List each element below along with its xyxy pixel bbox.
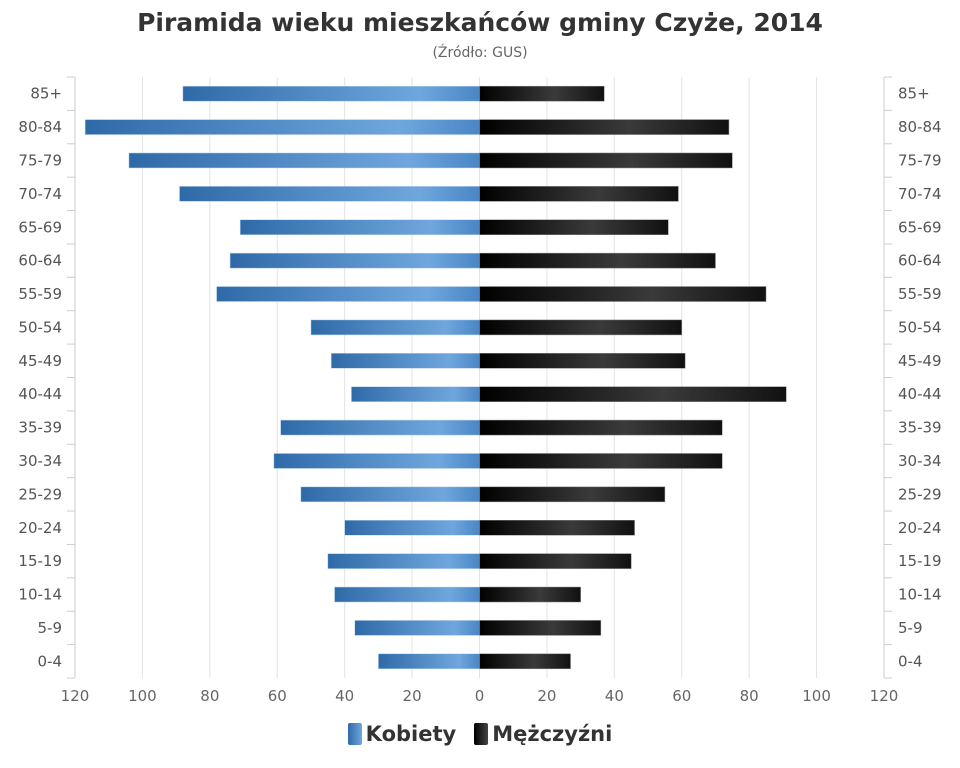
bar-kobiety xyxy=(239,219,480,235)
category-label-right: 75-79 xyxy=(898,151,942,169)
category-label-right: 55-59 xyxy=(898,285,942,303)
category-label-right: 70-74 xyxy=(898,185,942,203)
category-label-left: 15-19 xyxy=(18,552,62,570)
category-label-right: 10-14 xyxy=(898,586,942,604)
legend-label: Mężczyźni xyxy=(492,722,613,746)
x-tick-label: 20 xyxy=(403,687,422,705)
chart-title: Piramida wieku mieszkańców gminy Czyże, … xyxy=(137,8,823,37)
category-label-left: 85+ xyxy=(30,85,62,103)
category-label-right: 45-49 xyxy=(898,352,942,370)
bar-mezczyzni xyxy=(479,419,723,436)
category-label-left: 30-34 xyxy=(18,452,62,470)
bar-mezczyzni xyxy=(479,520,635,536)
x-tick-label: 100 xyxy=(802,687,831,705)
category-label-right: 25-29 xyxy=(898,485,942,503)
x-tick-label: 120 xyxy=(870,687,899,705)
legend-swatch-blue xyxy=(347,723,362,745)
category-label-left: 75-79 xyxy=(18,151,62,169)
category-label-left: 70-74 xyxy=(18,185,62,203)
bar-kobiety xyxy=(273,453,480,469)
bar-kobiety xyxy=(280,419,480,436)
x-tick-label: 0 xyxy=(475,687,485,705)
legend-label: Kobiety xyxy=(365,722,457,746)
category-label-left: 40-44 xyxy=(18,385,62,403)
category-label-left: 80-84 xyxy=(18,118,62,136)
category-label-right: 5-9 xyxy=(898,619,923,637)
bar-mezczyzni xyxy=(479,353,686,369)
bar-mezczyzni xyxy=(479,286,767,302)
bar-kobiety xyxy=(216,286,480,302)
bar-kobiety xyxy=(330,353,480,369)
x-tick-label: 80 xyxy=(200,687,219,705)
category-label-right: 35-39 xyxy=(898,419,942,437)
bar-kobiety xyxy=(351,386,480,402)
legend-swatch-black xyxy=(474,723,489,745)
legend: Kobiety Mężczyźni xyxy=(0,722,960,746)
x-tick-label: 40 xyxy=(605,687,624,705)
bar-mezczyzni xyxy=(479,586,581,603)
category-label-left: 20-24 xyxy=(18,519,62,537)
bar-kobiety xyxy=(229,252,480,269)
legend-item-mezczyzni[interactable]: Mężczyźni xyxy=(474,722,612,746)
bar-kobiety xyxy=(128,152,480,169)
category-label-right: 60-64 xyxy=(898,252,942,270)
category-label-left: 5-9 xyxy=(38,619,63,637)
bar-mezczyzni xyxy=(479,453,723,469)
bar-mezczyzni xyxy=(479,620,602,636)
bar-kobiety xyxy=(344,520,480,536)
category-label-left: 25-29 xyxy=(18,485,62,503)
category-label-left: 0-4 xyxy=(38,652,63,670)
bar-kobiety xyxy=(179,186,480,202)
bar-mezczyzni xyxy=(479,152,733,169)
x-tick-label: 60 xyxy=(268,687,287,705)
bar-mezczyzni xyxy=(479,219,669,235)
category-label-left: 55-59 xyxy=(18,285,62,303)
category-label-right: 80-84 xyxy=(898,118,942,136)
bar-mezczyzni xyxy=(479,653,571,670)
bar-kobiety xyxy=(378,653,480,670)
bar-mezczyzni xyxy=(479,553,632,569)
category-label-right: 40-44 xyxy=(898,385,942,403)
category-label-right: 20-24 xyxy=(898,519,942,537)
bar-mezczyzni xyxy=(479,119,730,135)
x-tick-label: 20 xyxy=(537,687,556,705)
bar-mezczyzni xyxy=(479,386,787,402)
category-label-left: 50-54 xyxy=(18,318,62,336)
category-label-left: 35-39 xyxy=(18,419,62,437)
category-label-left: 60-64 xyxy=(18,252,62,270)
bar-kobiety xyxy=(327,553,480,569)
category-label-right: 50-54 xyxy=(898,318,942,336)
bar-kobiety xyxy=(310,319,480,336)
bar-mezczyzni xyxy=(479,319,682,336)
category-label-right: 15-19 xyxy=(898,552,942,570)
bar-mezczyzni xyxy=(479,486,666,503)
category-label-left: 10-14 xyxy=(18,586,62,604)
x-tick-label: 100 xyxy=(128,687,157,705)
x-tick-label: 80 xyxy=(740,687,759,705)
bar-kobiety xyxy=(334,586,480,603)
bar-kobiety xyxy=(182,85,480,102)
legend-item-kobiety[interactable]: Kobiety xyxy=(347,722,457,746)
category-label-right: 0-4 xyxy=(898,652,923,670)
category-label-left: 65-69 xyxy=(18,218,62,236)
x-tick-label: 120 xyxy=(61,687,90,705)
bar-mezczyzni xyxy=(479,252,716,269)
bar-mezczyzni xyxy=(479,186,679,202)
category-label-left: 45-49 xyxy=(18,352,62,370)
bar-mezczyzni xyxy=(479,85,605,102)
category-label-right: 85+ xyxy=(898,85,930,103)
bar-kobiety xyxy=(354,620,480,636)
x-tick-label: 60 xyxy=(672,687,691,705)
chart-subtitle: (Źródło: GUS) xyxy=(432,45,528,61)
category-label-right: 65-69 xyxy=(898,218,942,236)
x-tick-label: 40 xyxy=(335,687,354,705)
category-label-right: 30-34 xyxy=(898,452,942,470)
bar-kobiety xyxy=(84,119,480,135)
bar-kobiety xyxy=(300,486,480,503)
